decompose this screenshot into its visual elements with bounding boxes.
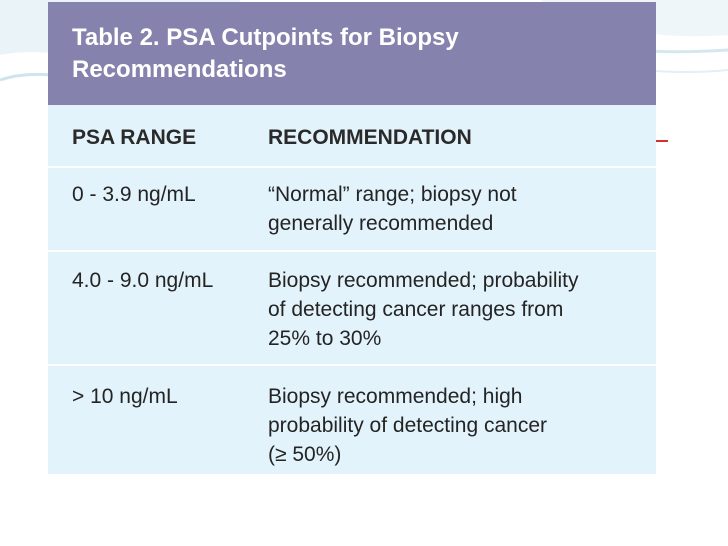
accent-mark bbox=[656, 140, 668, 142]
row-2-range: 4.0 - 9.0 ng/mL bbox=[72, 269, 214, 292]
psa-cutpoints-table: Table 2. PSA Cutpoints for Biopsy Recomm… bbox=[48, 2, 656, 474]
header-recommendation: RECOMMENDATION bbox=[268, 126, 472, 149]
row-1-range: 0 - 3.9 ng/mL bbox=[72, 183, 196, 206]
row-3-range: > 10 ng/mL bbox=[72, 385, 178, 408]
row-1-rec-line: “Normal” range; biopsy not bbox=[268, 183, 517, 206]
row-2-recommendation: Biopsy recommended; probability of detec… bbox=[268, 266, 638, 353]
row-1-rec-line: generally recommended bbox=[268, 212, 494, 235]
row-2-rec-line: 25% to 30% bbox=[268, 327, 382, 350]
row-2-rec-line: Biopsy recommended; probability bbox=[268, 269, 579, 292]
table-title-line-2: Recommendations bbox=[72, 56, 287, 83]
row-3-recommendation: Biopsy recommended; high probability of … bbox=[268, 382, 638, 469]
row-divider bbox=[48, 364, 656, 366]
header-psa-range: PSA RANGE bbox=[72, 126, 197, 149]
row-1-recommendation: “Normal” range; biopsy not generally rec… bbox=[268, 180, 638, 238]
row-3-rec-line: (≥ 50%) bbox=[268, 443, 342, 466]
row-divider bbox=[48, 166, 656, 168]
row-3-rec-line: Biopsy recommended; high bbox=[268, 385, 523, 408]
row-divider bbox=[48, 250, 656, 252]
table-title: Table 2. PSA Cutpoints for Biopsy Recomm… bbox=[72, 22, 632, 86]
table-title-band: Table 2. PSA Cutpoints for Biopsy Recomm… bbox=[48, 2, 656, 105]
table-title-line-1: Table 2. PSA Cutpoints for Biopsy bbox=[72, 24, 459, 51]
row-2-rec-line: of detecting cancer ranges from bbox=[268, 298, 564, 321]
row-3-rec-line: probability of detecting cancer bbox=[268, 414, 547, 437]
